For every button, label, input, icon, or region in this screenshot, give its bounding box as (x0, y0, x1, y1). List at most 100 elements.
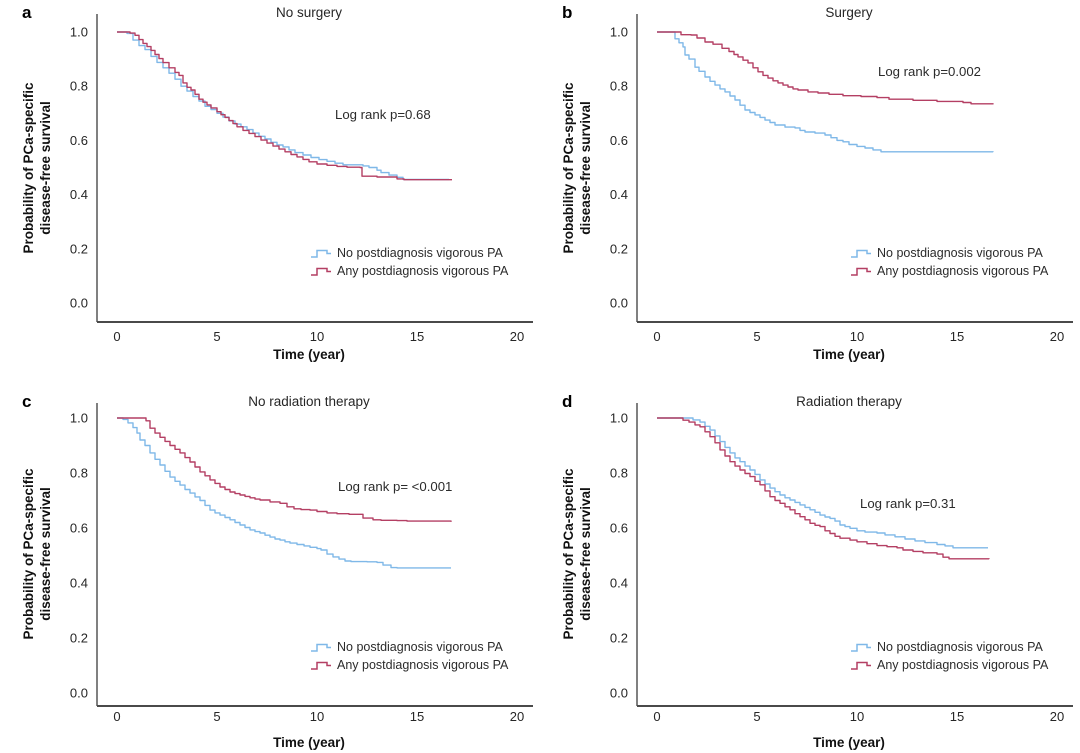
x-tick-label: 20 (1050, 709, 1064, 724)
y-tick-label: 1.0 (70, 411, 88, 426)
step-curve-icon (851, 267, 871, 276)
step-curve-icon (851, 643, 871, 652)
x-tick-label: 0 (113, 329, 120, 344)
survival-curve-any-pa (117, 31, 452, 181)
panel-title: No radiation therapy (248, 394, 370, 409)
x-tick-label: 0 (113, 709, 120, 724)
y-axis-title-line2: disease-free survival (578, 101, 593, 235)
log-rank-p-value: Log rank p=0.002 (878, 64, 981, 79)
legend-item-any-pa: Any postdiagnosis vigorous PA (850, 262, 1048, 280)
survival-curve-no-pa (117, 417, 451, 569)
survival-curve-no-pa (117, 31, 449, 181)
x-tick-label: 15 (950, 709, 964, 724)
y-tick-label: 0.6 (610, 521, 628, 536)
panel-letter: c (22, 392, 32, 411)
y-tick-label: 0.0 (70, 296, 88, 311)
log-rank-p-value: Log rank p=0.31 (860, 496, 956, 511)
x-axis-title: Time (year) (273, 735, 345, 750)
y-tick-label: 1.0 (610, 25, 628, 40)
legend: No postdiagnosis vigorous PA Any postdia… (850, 638, 1048, 674)
y-tick-label: 0.8 (70, 79, 88, 94)
y-axis-title: Probability of PCa-specific disease-free… (20, 18, 56, 318)
x-axis-title: Time (year) (813, 735, 885, 750)
legend-label: Any postdiagnosis vigorous PA (337, 264, 509, 278)
legend-label: No postdiagnosis vigorous PA (877, 246, 1043, 260)
log-rank-p-value: Log rank p=0.68 (335, 107, 431, 122)
x-tick-label: 0 (653, 709, 660, 724)
y-axis-title: Probability of PCa-specific disease-free… (560, 404, 596, 704)
step-curve-icon (311, 643, 331, 652)
x-axis-title: Time (year) (273, 347, 345, 362)
x-axis-title: Time (year) (813, 347, 885, 362)
legend-label: No postdiagnosis vigorous PA (877, 640, 1043, 654)
y-axis-title-line1: Probability of PCa-specific (561, 82, 576, 254)
panel-letter: a (22, 3, 32, 22)
y-axis-title-line2: disease-free survival (38, 101, 53, 235)
survival-curve-any-pa (657, 417, 990, 560)
step-curve-icon (311, 267, 331, 276)
y-tick-label: 1.0 (70, 25, 88, 40)
legend-label: Any postdiagnosis vigorous PA (877, 658, 1049, 672)
panel-letter: d (562, 392, 573, 411)
x-tick-label: 10 (850, 329, 864, 344)
y-tick-label: 0.6 (70, 133, 88, 148)
y-tick-label: 0.2 (610, 241, 628, 256)
legend: No postdiagnosis vigorous PA Any postdia… (850, 244, 1048, 280)
step-curve-icon (851, 661, 871, 670)
log-rank-p-value: Log rank p= <0.001 (338, 479, 452, 494)
x-tick-label: 5 (753, 709, 760, 724)
x-tick-label: 5 (213, 329, 220, 344)
panel-c: 1.0 0.8 0.6 0.4 0.2 0.0 0 5 10 15 20 Log rank p= <0… (0, 376, 540, 753)
panel-d: 1.0 0.8 0.6 0.4 0.2 0.0 0 5 10 15 20 Log rank p=0.3… (540, 376, 1080, 753)
legend: No postdiagnosis vigorous PA Any postdia… (310, 244, 508, 280)
panel-title: Surgery (825, 5, 873, 20)
y-tick-label: 0.2 (70, 241, 88, 256)
legend-item-no-pa: No postdiagnosis vigorous PA (850, 638, 1048, 656)
y-axis-title: Probability of PCa-specific disease-free… (560, 18, 596, 318)
x-tick-label: 10 (310, 709, 324, 724)
x-tick-label: 20 (510, 329, 524, 344)
survival-plot-c: 1.0 0.8 0.6 0.4 0.2 0.0 0 5 10 15 20 Log rank p= <0… (70, 403, 533, 724)
y-tick-label: 0.8 (70, 466, 88, 481)
y-tick-label: 0.0 (610, 686, 628, 701)
x-tick-label: 15 (410, 709, 424, 724)
y-tick-label: 0.2 (610, 631, 628, 646)
y-axis-title-line1: Probability of PCa-specific (561, 468, 576, 640)
legend-label: Any postdiagnosis vigorous PA (877, 264, 1049, 278)
y-tick-label: 0.4 (610, 187, 628, 202)
legend-item-no-pa: No postdiagnosis vigorous PA (310, 638, 508, 656)
legend-item-any-pa: Any postdiagnosis vigorous PA (850, 656, 1048, 674)
x-tick-label: 15 (950, 329, 964, 344)
y-tick-label: 0.4 (70, 187, 88, 202)
x-tick-label: 20 (510, 709, 524, 724)
legend-item-any-pa: Any postdiagnosis vigorous PA (310, 262, 508, 280)
survival-curve-no-pa (657, 417, 988, 549)
y-axis-title: Probability of PCa-specific disease-free… (20, 404, 56, 704)
x-tick-label: 10 (310, 329, 324, 344)
y-tick-label: 0.0 (610, 296, 628, 311)
y-tick-label: 0.8 (610, 79, 628, 94)
y-tick-label: 0.0 (70, 686, 88, 701)
y-tick-label: 0.6 (70, 521, 88, 536)
y-tick-label: 0.4 (70, 576, 88, 591)
x-tick-label: 5 (753, 329, 760, 344)
legend-label: Any postdiagnosis vigorous PA (337, 658, 509, 672)
x-tick-label: 0 (653, 329, 660, 344)
y-tick-label: 0.4 (610, 576, 628, 591)
x-tick-label: 20 (1050, 329, 1064, 344)
panel-b: 1.0 0.8 0.6 0.4 0.2 0.0 0 5 10 15 20 Log rank p=0.0… (540, 0, 1080, 376)
y-tick-label: 0.2 (70, 631, 88, 646)
legend-item-any-pa: Any postdiagnosis vigorous PA (310, 656, 508, 674)
panel-title: Radiation therapy (796, 394, 902, 409)
legend-item-no-pa: No postdiagnosis vigorous PA (310, 244, 508, 262)
survival-curve-any-pa (117, 417, 452, 522)
survival-plot-a: 1.0 0.8 0.6 0.4 0.2 0.0 0 5 10 15 20 Log rank p=0.6… (70, 14, 533, 344)
panel-a: 1.0 0.8 0.6 0.4 0.2 0.0 0 5 10 15 20 Log rank p=0.6… (0, 0, 540, 376)
step-curve-icon (311, 249, 331, 258)
y-axis-title-line2: disease-free survival (578, 487, 593, 621)
legend-label: No postdiagnosis vigorous PA (337, 640, 503, 654)
y-axis-title-line2: disease-free survival (38, 487, 53, 621)
survival-curve-no-pa (657, 31, 994, 153)
y-axis-title-line1: Probability of PCa-specific (21, 82, 36, 254)
panel-title: No surgery (275, 5, 343, 20)
